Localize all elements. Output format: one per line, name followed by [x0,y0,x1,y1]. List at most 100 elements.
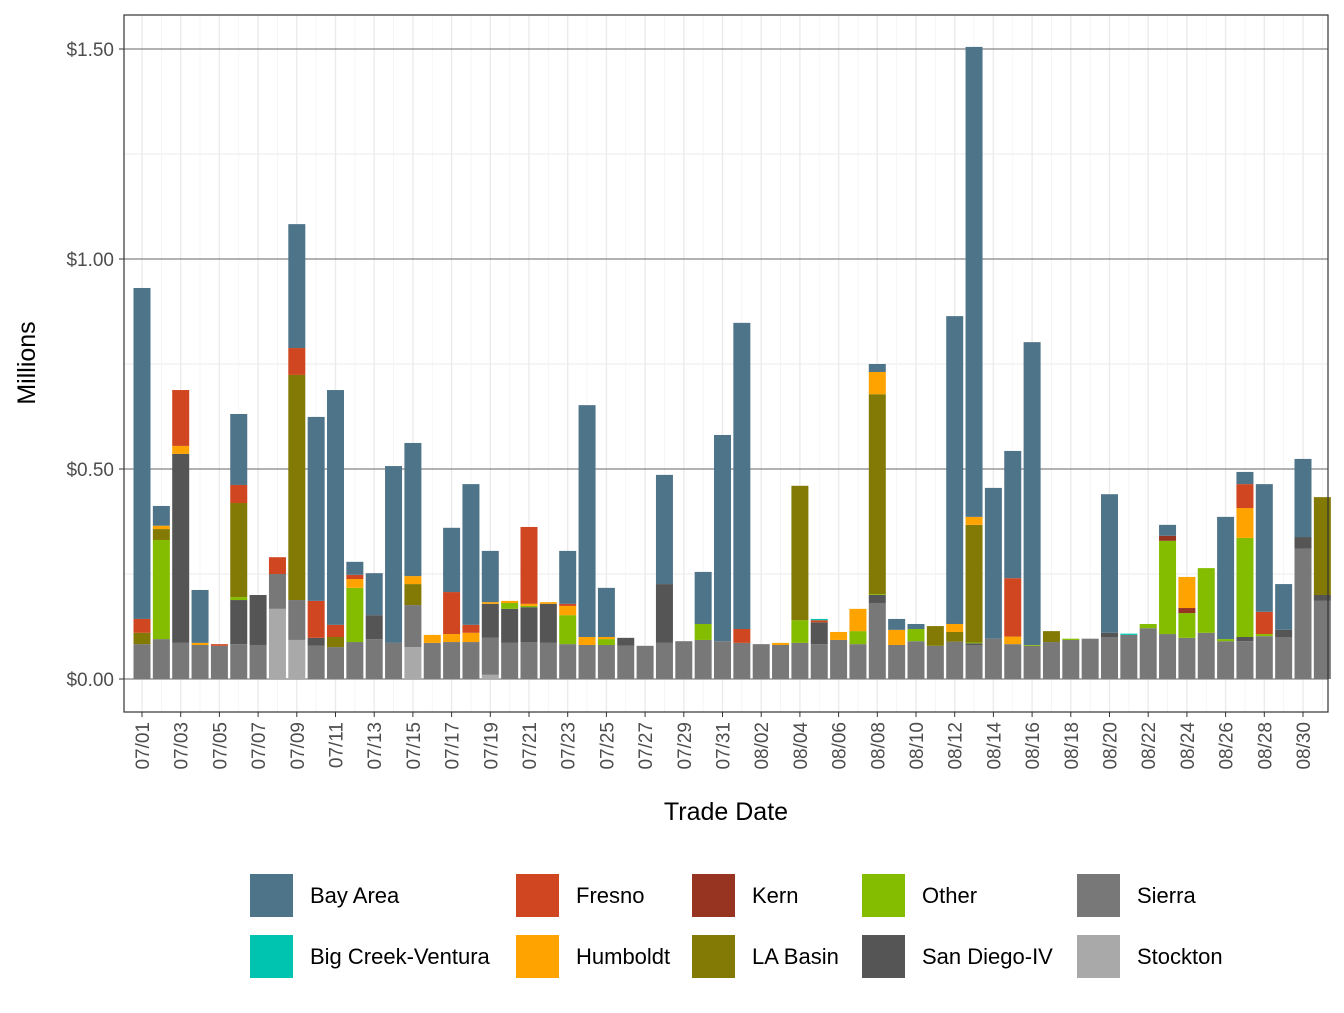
bar-segment-fresno [210,644,228,646]
legend-key [692,935,735,978]
bar-segment-bay-area [133,287,151,619]
bar-stack-07-19 [481,550,499,679]
bar-stack-07-22 [539,602,557,679]
bar-stack-07-20 [501,600,519,679]
bar-segment-humboldt [888,629,906,645]
legend-label: Humboldt [576,944,670,969]
bar-segment-sierra [423,642,441,679]
bar-stack-07-03 [172,390,190,679]
bar-stack-08-25 [1197,568,1215,679]
x-tick-label: 08/20 [1101,722,1122,770]
bar-stack-08-21 [1120,633,1138,679]
bar-segment-humboldt [539,602,557,604]
bar-segment-sierra [133,644,151,679]
bar-segment-san-diego-iv [868,595,886,603]
x-tick-label: 08/12 [946,722,967,770]
bar-segment-fresno [133,618,151,633]
x-tick-label: 08/14 [984,722,1005,770]
bar-segment-bay-area [191,589,209,643]
bar-segment-sierra [772,644,790,679]
bar-segment-la-basin [133,632,151,645]
legend-key [516,874,559,917]
bar-segment-fresno [462,624,480,633]
bar-segment-san-diego-iv [172,453,190,643]
bar-segment-sierra [733,642,751,679]
x-tick-label: 08/08 [868,722,889,770]
bar-segment-bay-area [1101,494,1118,633]
bar-stack-07-27 [636,645,654,679]
bar-segment-la-basin [288,374,306,601]
bar-segment-stockton [288,639,306,679]
bar-stack-08-02 [752,644,770,679]
bar-stack-07-28 [655,474,673,679]
x-tick-label: 07/07 [249,722,270,770]
bar-segment-fresno [346,574,364,580]
legend-key [692,874,735,917]
x-tick-label: 07/01 [133,722,154,770]
bar-segment-la-basin [327,637,344,648]
legend-key [516,935,559,978]
bar-stack-07-29 [675,641,693,679]
bar-stack-08-23 [1159,524,1177,679]
bar-segment-san-diego-iv [1275,629,1293,637]
bar-segment-bay-area [481,550,499,603]
bar-segment-la-basin [230,503,248,598]
legend-label: LA Basin [752,944,839,969]
x-tick-label: 07/29 [675,722,696,770]
bar-stack-07-07 [249,595,267,679]
bar-segment-bay-area [307,416,325,601]
bar-segment-san-diego-iv [1236,637,1254,642]
bar-stack-07-23 [559,550,577,679]
bar-segment-bay-area [965,46,983,517]
bar-segment-bay-area [578,405,596,637]
bar-segment-other [1178,613,1196,638]
bar-segment-sierra [481,637,499,675]
legend: Bay Area Fresno Kern Other Sierra Big Creek-V… [250,874,1223,978]
bar-segment-fresno [172,390,190,446]
bar-segment-bay-area [1004,450,1022,579]
bar-segment-sierra [714,641,731,679]
bar-segment-san-diego-iv [965,643,983,645]
bar-segment-bay-area [1023,342,1041,645]
bar-segment-fresno [288,348,306,375]
legend-item: LA Basin [692,935,839,978]
x-tick-label: 07/23 [559,722,580,770]
bar-segment-sierra [365,639,383,679]
bar-stack-07-05 [210,644,228,679]
bar-segment-sierra [578,644,596,679]
bar-stack-07-15 [404,442,422,679]
bar-segment-bay-area [946,316,964,624]
bar-segment-humboldt [1236,508,1254,538]
legend-label: Sierra [1137,883,1196,908]
bar-segment-sierra [385,642,403,679]
x-tick-label: 08/10 [907,722,928,770]
bar-stack-08-22 [1139,623,1157,679]
x-tick-label: 08/26 [1217,722,1238,770]
bar-segment-humboldt [559,605,577,616]
legend-key [1077,874,1120,917]
bar-stack-07-11 [327,390,344,679]
bar-segment-sierra [636,645,654,679]
bar-segment-sierra [1081,638,1099,679]
bar-segment-bay-area [868,364,886,372]
bar-segment-other [1139,623,1157,629]
bar-segment-humboldt [868,371,886,395]
bar-segment-bay-area [1255,484,1273,612]
bar-segment-bay-area [327,390,344,625]
legend-label: Kern [752,883,798,908]
bar-segment-humboldt [1178,576,1196,609]
legend-item: Fresno [516,874,644,917]
bar-segment-bay-area [288,224,306,349]
bar-segment-other [1023,644,1041,646]
bar-stack-08-18 [1062,638,1080,679]
legend-item: Humboldt [516,935,670,978]
bar-segment-sierra [462,642,480,679]
bar-segment-san-diego-iv [617,637,635,646]
bar-segment-bay-area [714,434,731,642]
bar-segment-other [597,639,615,645]
y-tick-label: $1.00 [66,250,114,271]
bar-segment-la-basin [1313,497,1331,595]
bar-stack-08-14 [984,487,1002,679]
bar-segment-other [907,629,925,642]
